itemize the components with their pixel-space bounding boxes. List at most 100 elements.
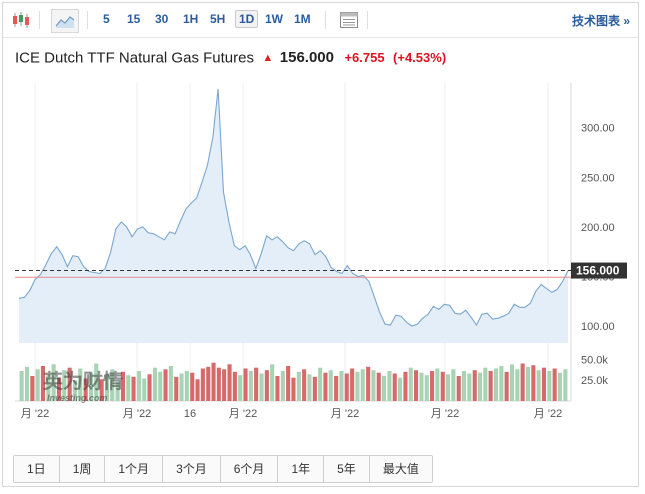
volume-bar [152,367,157,401]
volume-bar [190,372,195,401]
volume-bar [350,368,355,401]
volume-bar [216,367,221,401]
timeframe-1h[interactable]: 1H [183,12,199,26]
last-price: 156.000 [279,49,334,67]
range-button[interactable]: 6个月 [220,456,279,482]
range-button[interactable]: 1周 [59,456,106,482]
price-chart[interactable]: 英为财情 Investing.com 300.00250.00200.00150… [15,83,628,423]
volume-bar [62,370,67,401]
volume-bar [291,377,296,401]
volume-bar [360,369,365,401]
x-tick-label: 月 '22 [534,408,562,420]
technical-chart-link[interactable]: 技术图表 » [571,14,630,28]
last-price-tag-text: 156.000 [576,264,620,278]
y-tick-label: 250.00 [581,172,615,184]
volume-bar [259,373,264,401]
range-button[interactable]: 3个月 [163,456,221,482]
timeframe-1m[interactable]: 1M [294,12,311,26]
volume-bar [334,376,339,401]
toolbar-divider [87,11,88,29]
volume-bar [488,371,493,401]
volume-bar [270,364,275,401]
volume-bar [312,376,317,401]
x-tick-label: 月 '22 [21,408,49,420]
timeframe-1d[interactable]: 1D [235,10,259,28]
volume-bar [339,371,344,401]
candlestick-icon[interactable] [9,9,33,31]
volume-bar [435,368,440,401]
toolbar-divider [39,11,40,29]
volume-bar [222,369,227,401]
volume-bar [462,371,467,401]
volume-bar [56,377,61,401]
volume-tick-label: 25.0k [581,375,608,387]
range-button[interactable]: 5年 [324,456,370,482]
volume-bar [515,369,520,401]
range-button[interactable]: 最大值 [369,456,432,482]
volume-bar [174,376,179,401]
volume-bar [446,374,451,401]
timeframe-1w[interactable]: 1W [265,12,283,26]
volume-bar [51,364,56,401]
volume-bar [547,371,552,401]
watermark-sub: Investing.com [47,393,108,403]
y-tick-label: 300.00 [581,123,615,135]
timeframe-5[interactable]: 5 [103,12,110,26]
range-button[interactable]: 1年 [278,456,325,482]
volume-bar [531,365,536,401]
price-change: +6.755 [344,50,385,66]
x-tick-label: 月 '22 [431,408,459,420]
volume-bar [206,366,211,401]
volume-bar [536,370,541,401]
volume-bar [472,370,477,401]
area-chart-icon[interactable] [51,9,79,33]
volume-bar [382,376,387,401]
volume-bar [451,369,456,401]
volume-bar [211,362,216,401]
volume-bar [99,379,104,401]
volume-bar [286,366,291,401]
volume-bar [467,373,472,401]
timeframe-15[interactable]: 15 [127,12,141,26]
timeframe-30[interactable]: 30 [155,12,169,26]
timeframe-5h[interactable]: 5H [210,12,226,26]
volume-bar [115,381,120,401]
x-tick-label: 月 '22 [331,408,359,420]
volume-bar [40,366,45,401]
volume-bar [366,366,371,401]
volume-bar [318,367,323,401]
volume-bar [328,370,333,401]
volume-tick-label: 50.0k [581,354,608,366]
volume-bar [238,375,243,401]
volume-bar [46,374,51,401]
volume-bar [147,374,152,401]
volume-bar [355,371,360,401]
table-icon[interactable] [337,9,361,31]
range-button[interactable]: 1个月 [105,456,164,482]
volume-bar [264,370,269,401]
toolbar-divider [325,11,326,29]
volume-bar [136,371,141,401]
volume-bar [510,364,515,401]
volume-bar [104,373,109,401]
volume-bar [227,364,232,401]
volume-bar [248,371,253,401]
y-tick-label: 100.00 [581,321,615,333]
volume-bar [158,371,163,401]
last-price-tag: 156.000 [571,262,627,279]
volume-bar [398,377,403,401]
volume-bar [403,371,408,401]
volume-bar [526,366,531,401]
volume-bar [563,369,568,401]
toolbar-divider [367,11,368,29]
volume-bar [424,375,429,401]
range-button[interactable]: 1日 [14,456,60,482]
volume-bar [72,380,77,401]
volume-bar [440,371,445,401]
instrument-name: ICE Dutch TTF Natural Gas Futures [15,49,254,67]
watermark: 英为财情 Investing.com [43,369,123,403]
volume-bar [120,371,125,401]
chart-widget: 5 15 30 1H 5H 1D 1W 1M 技术图表 » ICE Dutch … [2,2,639,487]
volume-bar [387,371,392,401]
volume-bar [430,371,435,401]
